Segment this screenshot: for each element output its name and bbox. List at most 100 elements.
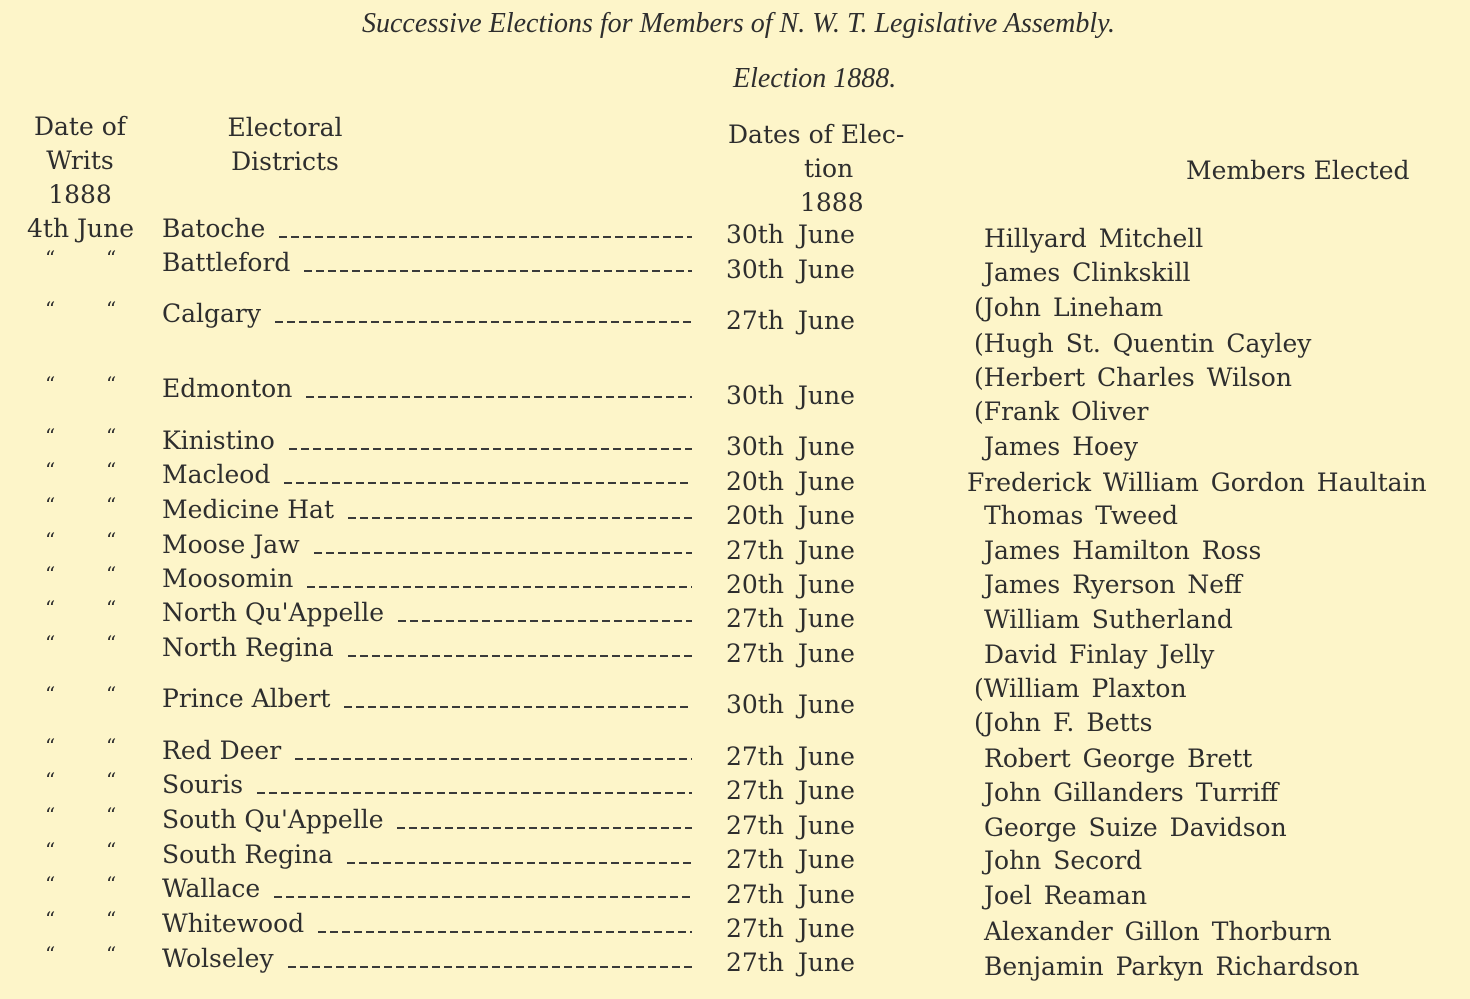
ditto-mark: “ [45, 596, 56, 620]
election-date: 27th June [726, 306, 855, 335]
ditto-mark: “ [106, 682, 117, 706]
member-elected: James Clinkskill [984, 258, 1191, 287]
page-title: Successive Elections for Members of N. W… [362, 8, 1116, 39]
ditto-mark: “ [106, 734, 117, 758]
electoral-district: Wolseley [162, 946, 692, 971]
header-writs-line: Writs [46, 146, 114, 175]
member-elected: Joel Reaman [984, 881, 1148, 910]
electoral-district: Red Deer [162, 738, 692, 763]
dot-leader [284, 482, 692, 484]
ditto-mark: “ [106, 246, 117, 270]
dot-leader [287, 966, 692, 968]
election-date: 27th June [726, 776, 855, 805]
election-date: 30th June [726, 255, 855, 284]
dot-leader [397, 827, 692, 829]
ditto-mark: “ [45, 803, 56, 827]
dot-leader [313, 552, 692, 554]
electoral-district: Battleford [162, 250, 692, 275]
ditto-mark: “ [45, 682, 56, 706]
ditto-mark: “ [45, 631, 56, 655]
district-name: Medicine Hat [162, 495, 334, 524]
member-elected: (Hugh St. Quentin Cayley [974, 329, 1312, 358]
member-elected: (William Plaxton [974, 674, 1187, 703]
ditto-mark: “ [45, 872, 56, 896]
ditto-mark: “ [106, 803, 117, 827]
ditto-mark: “ [106, 838, 117, 862]
election-date: 20th June [726, 467, 855, 496]
dot-leader [348, 517, 692, 519]
member-elected: James Hamilton Ross [984, 536, 1262, 565]
election-date: 27th June [726, 880, 855, 909]
ditto-mark: “ [45, 372, 56, 396]
electoral-district: North Qu'Appelle [162, 600, 692, 625]
ditto-mark: “ [106, 562, 117, 586]
dot-leader [257, 792, 692, 794]
dot-leader [347, 862, 692, 864]
electoral-district: Souris [162, 772, 692, 797]
ditto-mark: “ [45, 246, 56, 270]
district-name: Moosomin [162, 564, 294, 593]
electoral-district: Moose Jaw [162, 532, 692, 557]
header-districts-line: Districts [231, 147, 339, 176]
ditto-mark: “ [106, 528, 117, 552]
writ-date: 4th June [27, 214, 135, 243]
district-name: Red Deer [162, 736, 282, 765]
electoral-district: North Regina [162, 635, 692, 660]
district-name: Wolseley [162, 944, 274, 973]
electoral-district: Edmonton [162, 376, 692, 401]
district-name: Prince Albert [162, 684, 331, 713]
dot-leader [275, 321, 692, 323]
ditto-mark: “ [45, 768, 56, 792]
member-elected: (John Lineham [974, 293, 1164, 322]
ditto-mark: “ [45, 297, 56, 321]
ditto-mark: “ [45, 528, 56, 552]
header-dates-line: Dates of Elec- [728, 120, 905, 149]
dot-leader [398, 620, 692, 622]
district-name: South Regina [162, 840, 333, 869]
member-elected: John Secord [984, 846, 1143, 875]
ditto-mark: “ [45, 838, 56, 862]
district-name: Kinistino [162, 426, 275, 455]
election-date: 27th June [726, 845, 855, 874]
district-name: Moose Jaw [162, 530, 300, 559]
header-writs: Date of Writs 1888 [20, 110, 140, 212]
member-elected: John Gillanders Turriff [984, 778, 1279, 807]
ditto-mark: “ [45, 942, 56, 966]
election-date: 20th June [726, 570, 855, 599]
district-name: Battleford [162, 248, 291, 277]
electoral-district: Batoche [162, 216, 692, 241]
ditto-mark: “ [45, 734, 56, 758]
header-dates-line: 1888 [800, 188, 864, 217]
member-elected: (Frank Oliver [974, 397, 1149, 426]
member-elected: Hillyard Mitchell [984, 224, 1204, 253]
ditto-mark: “ [45, 493, 56, 517]
header-dates-line: tion [804, 154, 854, 183]
election-date: 27th June [726, 604, 855, 633]
district-name: Macleod [162, 460, 271, 489]
election-date: 30th June [726, 690, 855, 719]
ditto-mark: “ [106, 872, 117, 896]
member-elected: Frederick William Gordon Haultain [967, 468, 1427, 497]
electoral-district: South Regina [162, 842, 692, 867]
district-name: Edmonton [162, 374, 293, 403]
election-date: 27th June [726, 742, 855, 771]
dot-leader [304, 270, 692, 272]
electoral-district: Medicine Hat [162, 497, 692, 522]
header-districts-line: Electoral [227, 113, 343, 142]
dot-leader [279, 236, 692, 238]
electoral-district: Macleod [162, 462, 692, 487]
header-writs-line: Date of [33, 112, 127, 141]
dot-leader [347, 655, 692, 657]
member-elected: (Herbert Charles Wilson [974, 363, 1292, 392]
header-members: Members Elected [1186, 156, 1410, 185]
member-elected: Robert George Brett [984, 744, 1253, 773]
district-name: Calgary [162, 299, 262, 328]
electoral-district: Wallace [162, 876, 692, 901]
electoral-district: Whitewood [162, 911, 692, 936]
electoral-district: South Qu'Appelle [162, 807, 692, 832]
district-name: North Regina [162, 633, 334, 662]
page-subtitle: Election 1888. [733, 63, 897, 94]
ditto-mark: “ [45, 424, 56, 448]
ditto-mark: “ [106, 596, 117, 620]
ditto-mark: “ [106, 631, 117, 655]
